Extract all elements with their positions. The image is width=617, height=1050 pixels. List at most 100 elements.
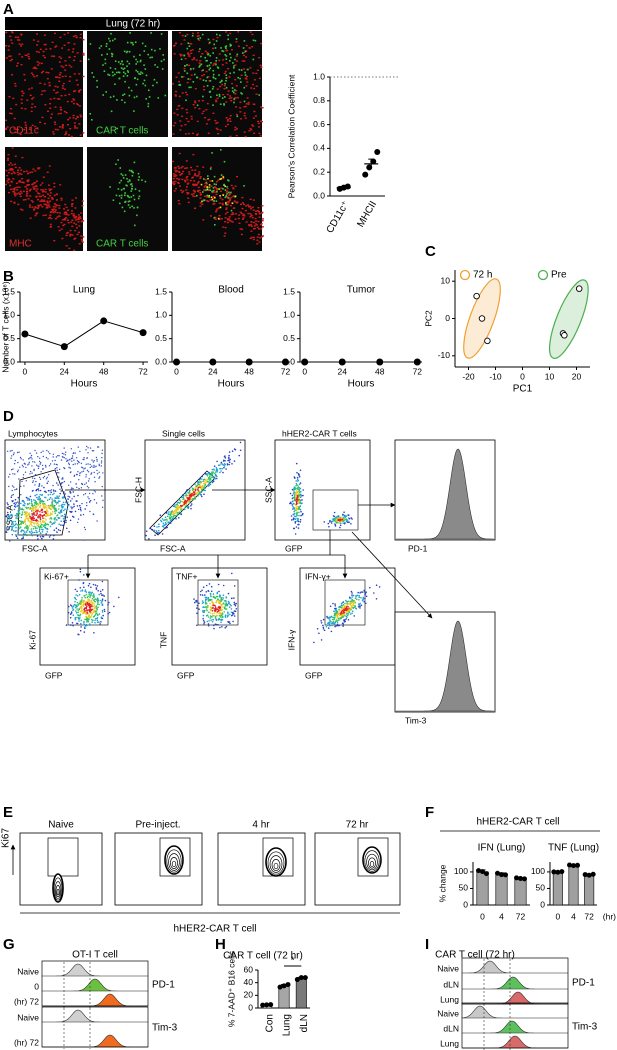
x-tick-label: 24 xyxy=(60,366,70,376)
signal xyxy=(65,76,67,77)
signal xyxy=(229,95,231,96)
event xyxy=(86,613,88,615)
signal xyxy=(51,56,53,57)
event xyxy=(41,524,43,526)
signal xyxy=(188,171,190,172)
signal xyxy=(212,180,214,182)
y-tick-label: 20 xyxy=(244,990,254,1000)
event xyxy=(36,531,38,533)
event xyxy=(203,488,205,490)
event xyxy=(70,520,72,522)
signal xyxy=(226,186,228,188)
event xyxy=(224,460,226,462)
signal xyxy=(76,127,78,128)
signal xyxy=(135,70,137,72)
signal xyxy=(58,81,60,82)
event xyxy=(11,469,12,470)
signal xyxy=(20,169,22,170)
event xyxy=(234,448,236,450)
event xyxy=(80,607,82,609)
event xyxy=(45,465,46,466)
event xyxy=(38,504,40,506)
event xyxy=(118,597,120,599)
event xyxy=(99,623,101,625)
signal xyxy=(90,43,92,45)
signal xyxy=(25,186,27,187)
x-tick-label: 24 xyxy=(337,366,347,376)
event xyxy=(292,497,294,499)
signal xyxy=(179,174,181,175)
signal xyxy=(73,223,75,224)
panel-letter: A xyxy=(3,1,14,18)
signal xyxy=(64,89,66,90)
event xyxy=(344,603,346,605)
event xyxy=(229,461,231,463)
event xyxy=(196,601,198,603)
signal xyxy=(253,222,255,223)
signal xyxy=(61,229,63,230)
event xyxy=(38,499,40,501)
event xyxy=(82,589,84,591)
event xyxy=(207,475,209,477)
event xyxy=(93,467,94,468)
signal xyxy=(221,81,223,83)
row-label: (hr) 72 xyxy=(14,996,39,1006)
event xyxy=(212,607,214,609)
event xyxy=(25,523,27,525)
signal xyxy=(186,160,188,161)
event xyxy=(98,604,100,606)
event xyxy=(338,519,340,521)
histogram xyxy=(462,1036,568,1048)
signal xyxy=(217,37,219,38)
signal xyxy=(133,110,135,112)
data-point xyxy=(100,317,107,324)
event xyxy=(58,455,59,456)
signal xyxy=(239,223,241,224)
signal xyxy=(36,190,38,191)
y-axis-label: % 7-AAD⁺ B16 cells xyxy=(226,951,236,1027)
data-point xyxy=(414,359,421,366)
signal xyxy=(217,179,219,180)
signal xyxy=(200,37,202,39)
signal xyxy=(49,165,51,166)
event xyxy=(224,608,226,610)
event xyxy=(50,509,52,511)
event xyxy=(339,625,341,627)
event xyxy=(208,477,210,479)
signal xyxy=(62,127,64,128)
signal xyxy=(75,35,77,36)
signal xyxy=(203,178,205,180)
event xyxy=(35,530,37,532)
signal xyxy=(236,38,238,40)
signal xyxy=(187,48,189,50)
event xyxy=(63,497,65,499)
signal xyxy=(262,107,264,108)
histogram-frame xyxy=(42,1007,148,1047)
data-point xyxy=(474,293,480,299)
event xyxy=(217,599,219,601)
event xyxy=(62,525,64,527)
event xyxy=(90,447,91,448)
signal xyxy=(124,93,126,95)
signal xyxy=(245,85,247,86)
data-point xyxy=(362,172,368,178)
event xyxy=(67,459,68,460)
event xyxy=(90,616,92,618)
signal xyxy=(71,213,73,214)
data-point xyxy=(576,286,582,292)
event xyxy=(42,529,44,531)
event xyxy=(343,517,345,519)
signal xyxy=(32,169,34,170)
signal xyxy=(119,182,121,184)
signal xyxy=(240,118,242,119)
bar xyxy=(515,878,526,905)
signal xyxy=(224,221,226,222)
signal xyxy=(58,207,60,208)
event xyxy=(156,526,158,528)
signal xyxy=(56,212,58,213)
signal xyxy=(129,207,131,209)
signal xyxy=(62,88,64,89)
signal xyxy=(73,99,75,100)
event xyxy=(186,490,188,492)
signal xyxy=(135,188,137,190)
